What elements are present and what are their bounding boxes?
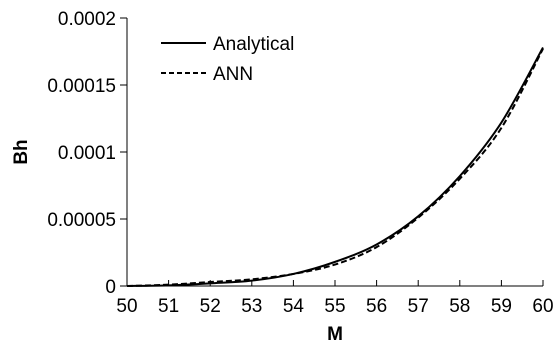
y-tick-label: 0.00015 bbox=[47, 76, 116, 97]
x-tick-label: 57 bbox=[408, 296, 429, 317]
x-tick-label: 52 bbox=[200, 296, 221, 317]
x-tick-label: 51 bbox=[158, 296, 179, 317]
x-axis-title: M bbox=[327, 324, 343, 345]
x-tick-label: 55 bbox=[324, 296, 345, 317]
legend: Analytical ANN bbox=[161, 34, 294, 85]
y-tick-label: 0.0001 bbox=[58, 143, 116, 164]
series-line-ann bbox=[126, 48, 544, 287]
series-layer bbox=[126, 46, 544, 287]
x-tick-label: 58 bbox=[449, 296, 470, 317]
x-tick-label: 60 bbox=[532, 296, 553, 317]
legend-label-ann: ANN bbox=[213, 64, 253, 85]
legend-label-analytical: Analytical bbox=[213, 34, 294, 55]
x-tick-label: 59 bbox=[491, 296, 512, 317]
y-tick-label: 0.00005 bbox=[47, 210, 116, 231]
y-tick-label: 0 bbox=[105, 277, 116, 298]
x-tick-label: 53 bbox=[241, 296, 262, 317]
series-line-analytical bbox=[126, 46, 544, 287]
x-tick-label: 50 bbox=[116, 296, 137, 317]
x-tick-label: 56 bbox=[366, 296, 387, 317]
y-axis-title: Bh bbox=[11, 139, 32, 164]
y-tick-label: 0.0002 bbox=[58, 9, 116, 30]
y-axis-ticks: 0 0.00005 0.0001 0.00015 0.0002 bbox=[47, 9, 127, 298]
x-tick-label: 54 bbox=[283, 296, 305, 317]
x-axis-ticks: 50 51 52 53 54 55 56 57 58 59 60 bbox=[116, 280, 554, 317]
